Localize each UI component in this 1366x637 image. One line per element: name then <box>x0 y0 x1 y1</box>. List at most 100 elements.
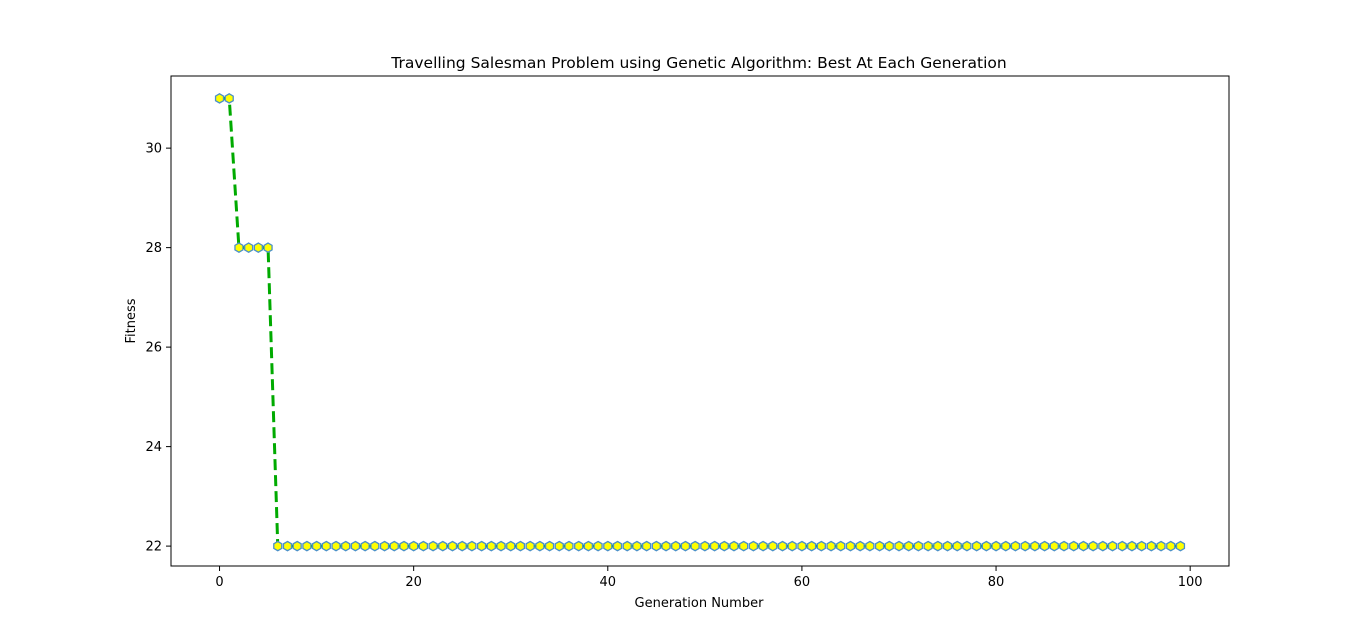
data-point <box>447 540 458 552</box>
data-point <box>923 540 933 552</box>
data-point <box>564 540 574 552</box>
data-point <box>981 540 991 552</box>
data-point <box>292 540 302 552</box>
data-point <box>1156 540 1166 552</box>
x-tick-label: 40 <box>600 575 617 590</box>
data-point <box>302 540 312 552</box>
data-point <box>641 540 652 552</box>
x-axis-label: Generation Number <box>635 596 765 611</box>
data-point <box>273 540 283 552</box>
data-point <box>884 540 894 552</box>
data-point <box>787 540 797 552</box>
data-point <box>1166 540 1176 552</box>
data-point <box>1020 540 1030 552</box>
data-point <box>515 540 526 552</box>
data-point <box>816 540 826 552</box>
data-point <box>671 540 681 552</box>
data-point <box>350 540 361 552</box>
data-point <box>651 540 661 552</box>
data-point <box>1001 540 1011 552</box>
y-tick-label: 26 <box>145 341 162 356</box>
plot-area: 0 20 40 60 80 100 22 24 26 28 30 <box>145 75 1230 590</box>
axes-frame <box>170 75 1230 567</box>
chart-title: Travelling Salesman Problem using Geneti… <box>390 54 1006 72</box>
data-point <box>544 540 555 552</box>
data-point <box>438 540 448 552</box>
data-point <box>428 540 438 552</box>
data-point <box>467 540 477 552</box>
data-point <box>1175 540 1186 552</box>
data-point <box>991 540 1001 552</box>
data-point <box>574 540 584 552</box>
data-point <box>418 540 429 552</box>
data-point <box>758 540 768 552</box>
data-point <box>506 540 516 552</box>
data-point <box>1049 540 1059 552</box>
data-point <box>729 540 739 552</box>
data-point <box>263 242 273 253</box>
data-point <box>409 540 419 552</box>
data-point <box>1030 540 1040 552</box>
data-point <box>593 540 603 552</box>
data-point <box>612 540 623 552</box>
data-point <box>709 540 720 552</box>
data-point <box>1088 540 1098 552</box>
data-point <box>797 540 807 552</box>
data-point <box>321 540 331 552</box>
data-point <box>748 540 759 552</box>
data-point <box>554 540 564 552</box>
data-point <box>1146 540 1156 552</box>
data-point <box>476 540 487 552</box>
x-tick-label: 20 <box>405 575 422 590</box>
data-point <box>399 540 409 552</box>
x-tick-label: 100 <box>1178 575 1203 590</box>
data-point <box>1127 540 1137 552</box>
data-point <box>341 540 351 552</box>
x-tick-label: 0 <box>215 575 223 590</box>
data-point <box>826 540 836 552</box>
data-point <box>360 540 370 552</box>
data-point <box>962 540 972 552</box>
y-tick-label: 22 <box>145 540 162 555</box>
data-point <box>224 93 234 104</box>
data-point <box>661 540 671 552</box>
data-point <box>768 540 778 552</box>
data-point <box>311 540 322 552</box>
x-tick-label: 80 <box>988 575 1005 590</box>
data-point <box>282 540 293 552</box>
data-point <box>370 540 380 552</box>
y-tick-label: 24 <box>145 440 162 455</box>
data-point <box>1069 540 1079 552</box>
data-point <box>913 540 924 552</box>
series-line <box>219 96 1181 548</box>
data-point <box>952 540 962 552</box>
data-point <box>719 540 729 552</box>
data-point <box>855 540 865 552</box>
data-point <box>865 540 875 552</box>
x-tick-label: 60 <box>794 575 811 590</box>
data-point <box>253 242 263 253</box>
data-point <box>379 540 390 552</box>
data-point <box>942 540 953 552</box>
data-point <box>739 540 749 552</box>
data-point <box>1117 540 1127 552</box>
data-point <box>904 540 914 552</box>
data-point <box>1059 540 1069 552</box>
data-point <box>806 540 817 552</box>
data-point <box>496 540 506 552</box>
data-point <box>535 540 545 552</box>
data-point <box>244 242 254 253</box>
data-point <box>632 540 642 552</box>
data-point <box>1107 540 1118 552</box>
data-point <box>700 540 710 552</box>
data-point <box>331 540 341 552</box>
data-point <box>622 540 632 552</box>
data-point <box>680 540 691 552</box>
data-point <box>1098 540 1108 552</box>
data-point <box>214 93 225 104</box>
data-point <box>972 540 982 552</box>
y-tick-label: 30 <box>145 142 162 157</box>
data-point <box>234 242 244 253</box>
data-point <box>1078 540 1089 552</box>
